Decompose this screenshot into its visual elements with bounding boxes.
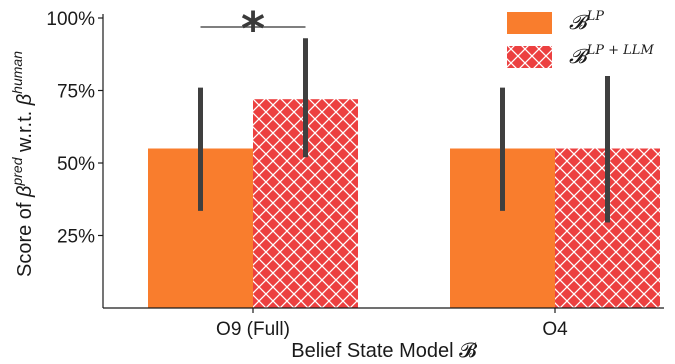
- legend: 𝓑LP 𝓑LP + LLM: [507, 9, 654, 68]
- y-tick-label: 25%: [57, 227, 95, 248]
- y-tick-label: 75%: [57, 82, 95, 103]
- y-tick-label: 100%: [46, 9, 95, 30]
- x-axis: O9 (Full) O4: [103, 307, 664, 340]
- legend-swatch: [507, 12, 552, 34]
- x-tick-label: O9 (Full): [216, 319, 290, 340]
- plot-area: [148, 38, 660, 308]
- y-axis-title: Score of βpred w.r.t. βhuman: [9, 51, 36, 277]
- axis-titles: Belief State Model 𝓑 Score of βpred w.r.t…: [9, 51, 477, 362]
- legend-swatch: [507, 46, 552, 68]
- x-tick-label: O4: [542, 319, 568, 340]
- legend-entry: 𝓑LP: [569, 9, 604, 34]
- significance-star: *: [241, 2, 265, 56]
- significance-annotation: *: [200, 2, 306, 56]
- x-axis-title: Belief State Model 𝓑: [291, 340, 477, 362]
- legend-entry: 𝓑LP + LLM: [569, 43, 654, 68]
- y-tick-label: 50%: [57, 154, 95, 175]
- y-axis: 25% 50% 75% 100%: [46, 9, 104, 308]
